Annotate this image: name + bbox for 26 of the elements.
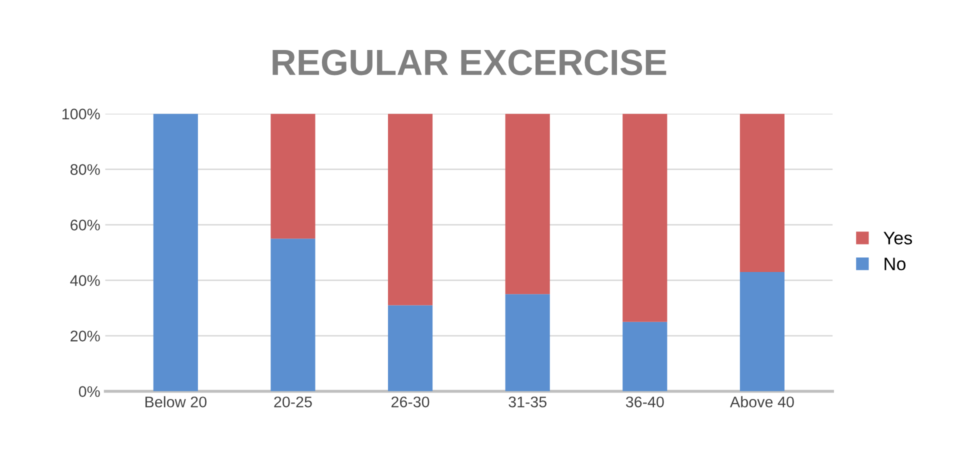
bar <box>505 114 550 294</box>
x-tick-label: 36-40 <box>626 396 664 408</box>
legend-label: No <box>884 258 906 270</box>
y-tick-label: 0% <box>78 386 100 397</box>
chart-title: REGULAR EXCERCISE <box>272 50 666 76</box>
y-tick-label: 80% <box>70 164 100 175</box>
y-tick-label: 20% <box>70 330 100 342</box>
bar <box>740 114 784 272</box>
legend-label: Yes <box>884 232 912 244</box>
bar <box>153 114 198 392</box>
x-tick-label: Below 20 <box>145 396 206 408</box>
bar <box>505 294 550 392</box>
y-tick-label: 40% <box>70 275 100 286</box>
bar <box>388 114 433 306</box>
bar <box>270 238 316 392</box>
x-tick-label: 20-25 <box>274 396 312 408</box>
bar <box>270 114 316 239</box>
x-tick-label: 26-30 <box>392 396 430 408</box>
x-tick-label: Above 40 <box>730 396 794 408</box>
bar <box>740 272 784 392</box>
y-tick-label: 100% <box>62 108 100 120</box>
bar <box>622 322 668 392</box>
y-tick-label: 60% <box>70 220 100 230</box>
bar <box>388 305 433 392</box>
bar <box>622 114 668 322</box>
x-tick-label: 31-35 <box>508 396 546 408</box>
